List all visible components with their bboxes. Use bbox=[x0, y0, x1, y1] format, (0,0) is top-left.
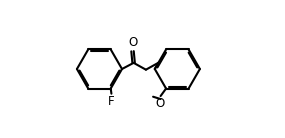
Text: F: F bbox=[108, 95, 115, 108]
Text: O: O bbox=[155, 97, 164, 110]
Text: O: O bbox=[128, 36, 137, 49]
